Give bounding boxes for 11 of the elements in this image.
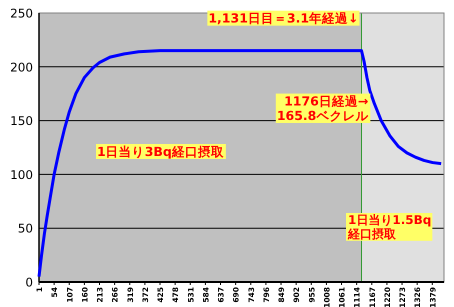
annotation: 1日当り1.5Bq 経口摂取 xyxy=(347,213,432,241)
y-tick-label: 150 xyxy=(10,114,33,128)
annotation: 1176日経過→ 165.8ベクレル xyxy=(276,94,370,123)
annotation: 1日当り3Bq経口摂取 xyxy=(97,144,225,159)
y-tick-label: 200 xyxy=(10,60,33,74)
annotation: 1,131日目＝3.1年経過↓ xyxy=(208,10,359,26)
y-tick-label: 100 xyxy=(10,168,33,182)
y-tick-label: 250 xyxy=(10,6,33,20)
y-tick-label: 0 xyxy=(25,276,33,290)
y-tick-label: 50 xyxy=(18,222,33,236)
line-series xyxy=(38,49,443,278)
